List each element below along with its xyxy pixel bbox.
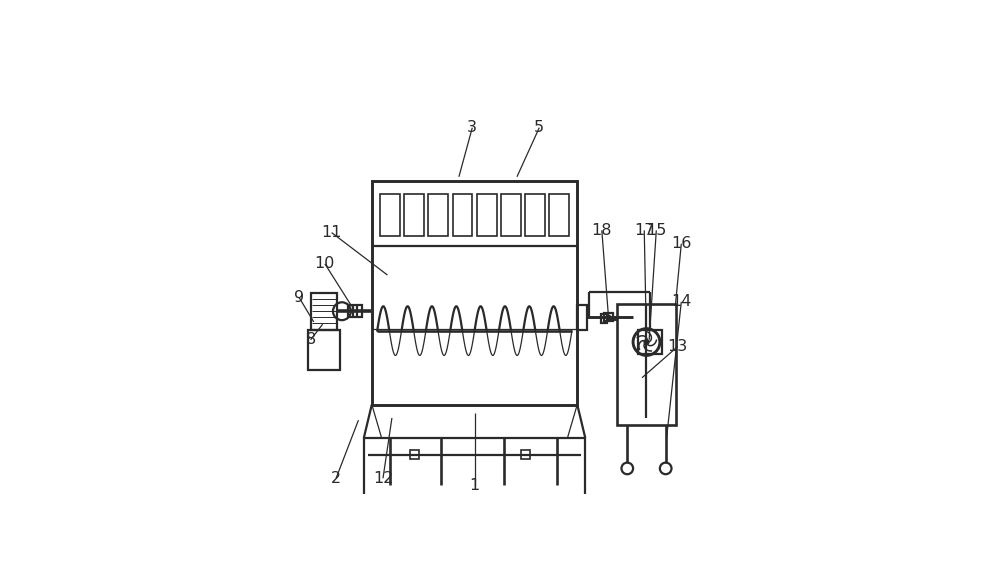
Text: 14: 14	[671, 294, 692, 309]
Bar	[348, 306, 362, 317]
Bar	[311, 293, 337, 329]
Bar	[308, 329, 340, 369]
Text: 12: 12	[373, 471, 393, 485]
Bar	[428, 194, 448, 236]
Text: 5: 5	[534, 120, 544, 135]
Circle shape	[606, 316, 611, 320]
Text: 15: 15	[646, 223, 666, 238]
Bar	[404, 194, 424, 236]
Text: 3: 3	[467, 120, 477, 135]
Bar	[577, 305, 587, 330]
Bar	[453, 194, 472, 236]
Text: 13: 13	[668, 339, 688, 354]
Bar	[604, 313, 613, 321]
Text: 2: 2	[331, 471, 341, 485]
Bar	[638, 330, 662, 354]
Bar	[521, 450, 530, 459]
Text: 8: 8	[306, 332, 316, 347]
Text: 10: 10	[315, 256, 335, 271]
Bar	[477, 194, 497, 236]
Bar	[372, 181, 577, 405]
Circle shape	[644, 340, 649, 345]
Bar	[410, 450, 419, 459]
Bar	[617, 304, 676, 425]
Text: 9: 9	[294, 290, 304, 305]
Text: 18: 18	[592, 223, 612, 238]
Bar	[549, 194, 569, 236]
Bar	[380, 194, 400, 236]
Bar	[525, 194, 545, 236]
Text: 17: 17	[634, 223, 654, 238]
Text: 1: 1	[469, 478, 480, 494]
Text: 16: 16	[671, 236, 692, 251]
Text: 11: 11	[321, 225, 342, 240]
Bar	[601, 314, 607, 323]
Bar	[501, 194, 521, 236]
